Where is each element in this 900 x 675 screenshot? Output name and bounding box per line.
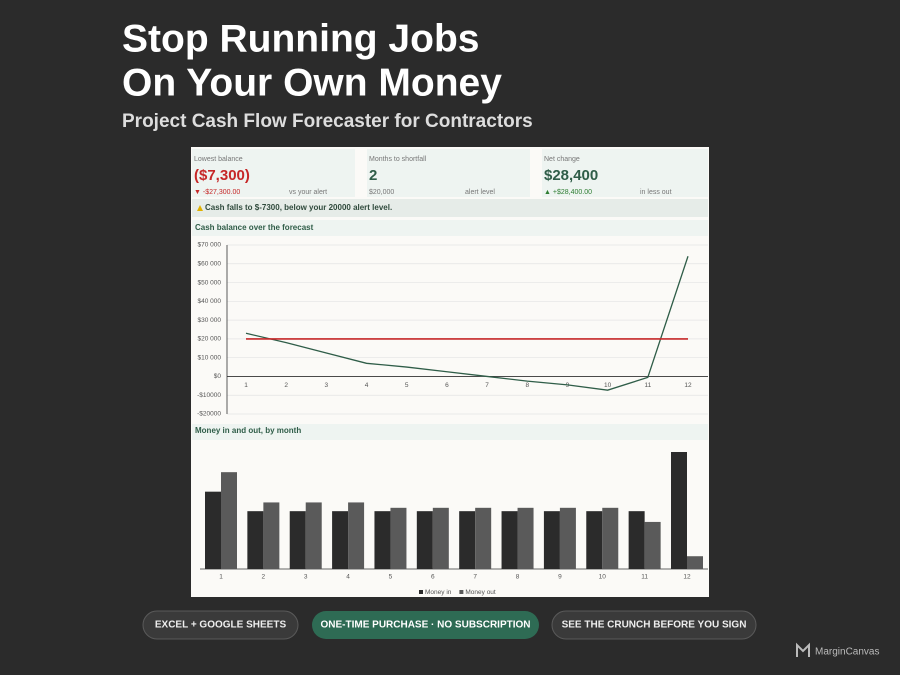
x-tick-label: 3 [304,574,308,581]
x-tick-label: 2 [284,382,288,389]
x-tick-label: 9 [558,574,562,581]
kpi-card [367,149,530,197]
legend-label: Money out [465,589,496,596]
bar [644,521,661,569]
x-tick-label: 7 [473,574,477,581]
bar [289,511,306,569]
x-tick-label: 4 [365,382,369,389]
bar [416,511,433,569]
chart-title: Cash balance over the forecast [195,223,314,232]
y-tick-label: -$20000 [197,411,221,418]
bar [671,452,687,569]
x-tick-label: 3 [325,382,329,389]
bar [348,502,365,569]
kpi-detail: $20,000 [369,189,394,196]
button[interactable] [312,611,539,639]
button-label[interactable]: ONE-TIME PURCHASE · NO SUBSCRIPTION [320,620,530,631]
x-tick-label: 10 [604,382,612,389]
x-tick-label: 8 [516,574,520,581]
chart-title: Money in and out, by month [195,426,301,435]
title: Stop Running Jobs [122,17,479,60]
bar [517,507,534,569]
brand: MarginCanvas [815,647,879,658]
chart-title-bar [192,220,708,236]
x-tick-label: 5 [389,574,393,581]
bar [374,511,391,569]
kpi-label: Lowest balance [194,156,243,163]
bar [221,472,237,569]
x-tick-label: 12 [684,382,692,389]
x-tick-label: 1 [244,382,248,389]
bar [687,556,703,569]
x-tick-label: 7 [485,382,489,389]
alert-bar [192,199,708,217]
bar [459,511,476,569]
kpi-value: 2 [369,167,377,184]
kpi-detail: ▼ -$27,300.00 [194,189,240,196]
y-tick-label: $40 000 [198,298,222,305]
bar [247,511,264,569]
x-tick-label: 11 [641,574,648,581]
x-tick-label: 2 [262,574,266,581]
x-tick-label: 1 [219,574,223,581]
legend-label: Money in [425,589,452,596]
legend-swatch [459,590,464,594]
button[interactable] [142,610,299,640]
kpi-value: $28,400 [544,167,598,184]
kpi-label: Net change [544,156,580,163]
chart-title-bar [192,424,708,440]
kpi-note: alert level [465,189,495,196]
x-tick-label: 11 [644,382,651,389]
bar [332,511,349,569]
kpi-card [542,149,708,197]
y-tick-label: $50 000 [198,279,222,286]
bar [263,502,280,569]
legend-swatch [419,590,423,594]
bar [543,511,560,569]
brand-logo [796,642,810,657]
bar [390,507,407,569]
bar [205,491,221,569]
kpi-note: vs your alert [289,189,327,196]
x-tick-label: 5 [405,382,409,389]
bar [305,502,322,569]
x-tick-label: 4 [346,574,350,581]
bar [432,507,449,569]
button[interactable] [551,610,757,640]
alert-text: Cash falls to $-7300, below your 20000 a… [205,203,392,212]
x-tick-label: 6 [445,382,449,389]
x-tick-label: 12 [683,574,691,581]
y-tick-label: $0 [214,373,222,380]
kpi-detail: ▲ +$28,400.00 [544,189,592,196]
line-series [245,256,689,391]
title: On Your Own Money [122,61,502,104]
x-tick-label: 10 [599,574,607,581]
y-tick-label: $60 000 [198,260,222,267]
subtitle: Project Cash Flow Forecaster for Contrac… [122,111,533,132]
button-label[interactable]: EXCEL + GOOGLE SHEETS [155,620,287,631]
kpi-card [192,149,355,197]
button-label[interactable]: SEE THE CRUNCH BEFORE YOU SIGN [562,620,747,631]
x-tick-label: 9 [566,382,570,389]
y-tick-label: -$10000 [197,392,221,399]
y-tick-label: $10 000 [198,354,222,361]
bar [602,507,619,569]
kpi-label: Months to shortfall [369,156,427,163]
bar [586,511,603,569]
bar [475,507,492,569]
bar [501,511,518,569]
kpi-note: in less out [640,189,672,196]
bar [559,507,576,569]
bar [628,511,645,569]
y-tick-label: $30 000 [198,317,222,324]
warning-icon [197,205,203,211]
x-tick-label: 6 [431,574,435,581]
y-tick-label: $20 000 [198,336,222,343]
y-tick-label: $70 000 [198,242,222,249]
kpi-value: ($7,300) [194,167,250,184]
x-tick-label: 8 [525,382,529,389]
